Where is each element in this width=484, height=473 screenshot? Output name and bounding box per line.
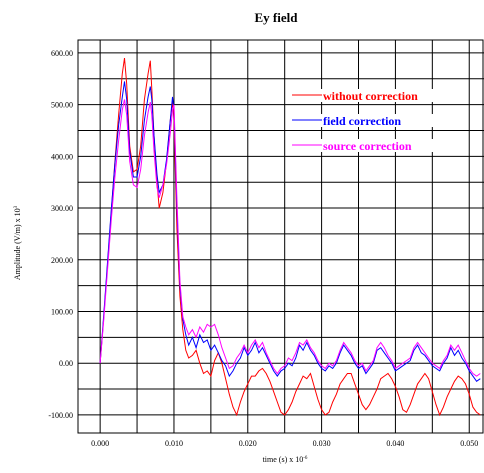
plot-border [77,39,484,434]
x-tick-label: 0.010 [165,439,183,448]
y-tick-label: 100.00 [51,307,73,316]
series-line-source-correction [99,99,481,377]
legend-label: source correction [323,139,412,153]
y-tick-label: 200.00 [51,256,73,265]
y-tick-label: 600.00 [51,49,73,58]
y-tick-label: 0.00 [59,359,73,368]
axes: -100.00 0.00 100.00 200.00 300.00 400.00 500.0… [48,39,484,448]
y-tick-label: 300.00 [51,204,73,213]
chart-title: Ey field [255,10,299,25]
legend-background [291,139,449,152]
x-tick-label: 0.020 [239,439,257,448]
x-tick-label: 0.030 [313,439,331,448]
y-tick-label: -100.00 [48,411,73,420]
legend-label: without correction [323,89,418,103]
legend-background [291,89,449,102]
series-line-field-correction [99,81,481,382]
legend-background [291,114,449,127]
series-line-without-correction [99,58,481,417]
y-axis-label: Amplitude (V/m) x 103 [13,205,22,280]
x-tick-label: 0.000 [91,439,109,448]
x-tick-label: 0.050 [460,439,478,448]
legend: without correction field correction source… [291,89,449,153]
x-tick-label: 0.040 [386,439,404,448]
legend-label: field correction [323,114,401,128]
grid-lines [78,40,484,433]
y-tick-label: 500.00 [51,101,73,110]
x-axis-label: time (s) x 10-6 [263,455,308,464]
y-tick-label: 400.00 [51,152,73,161]
series-lines [99,58,481,417]
